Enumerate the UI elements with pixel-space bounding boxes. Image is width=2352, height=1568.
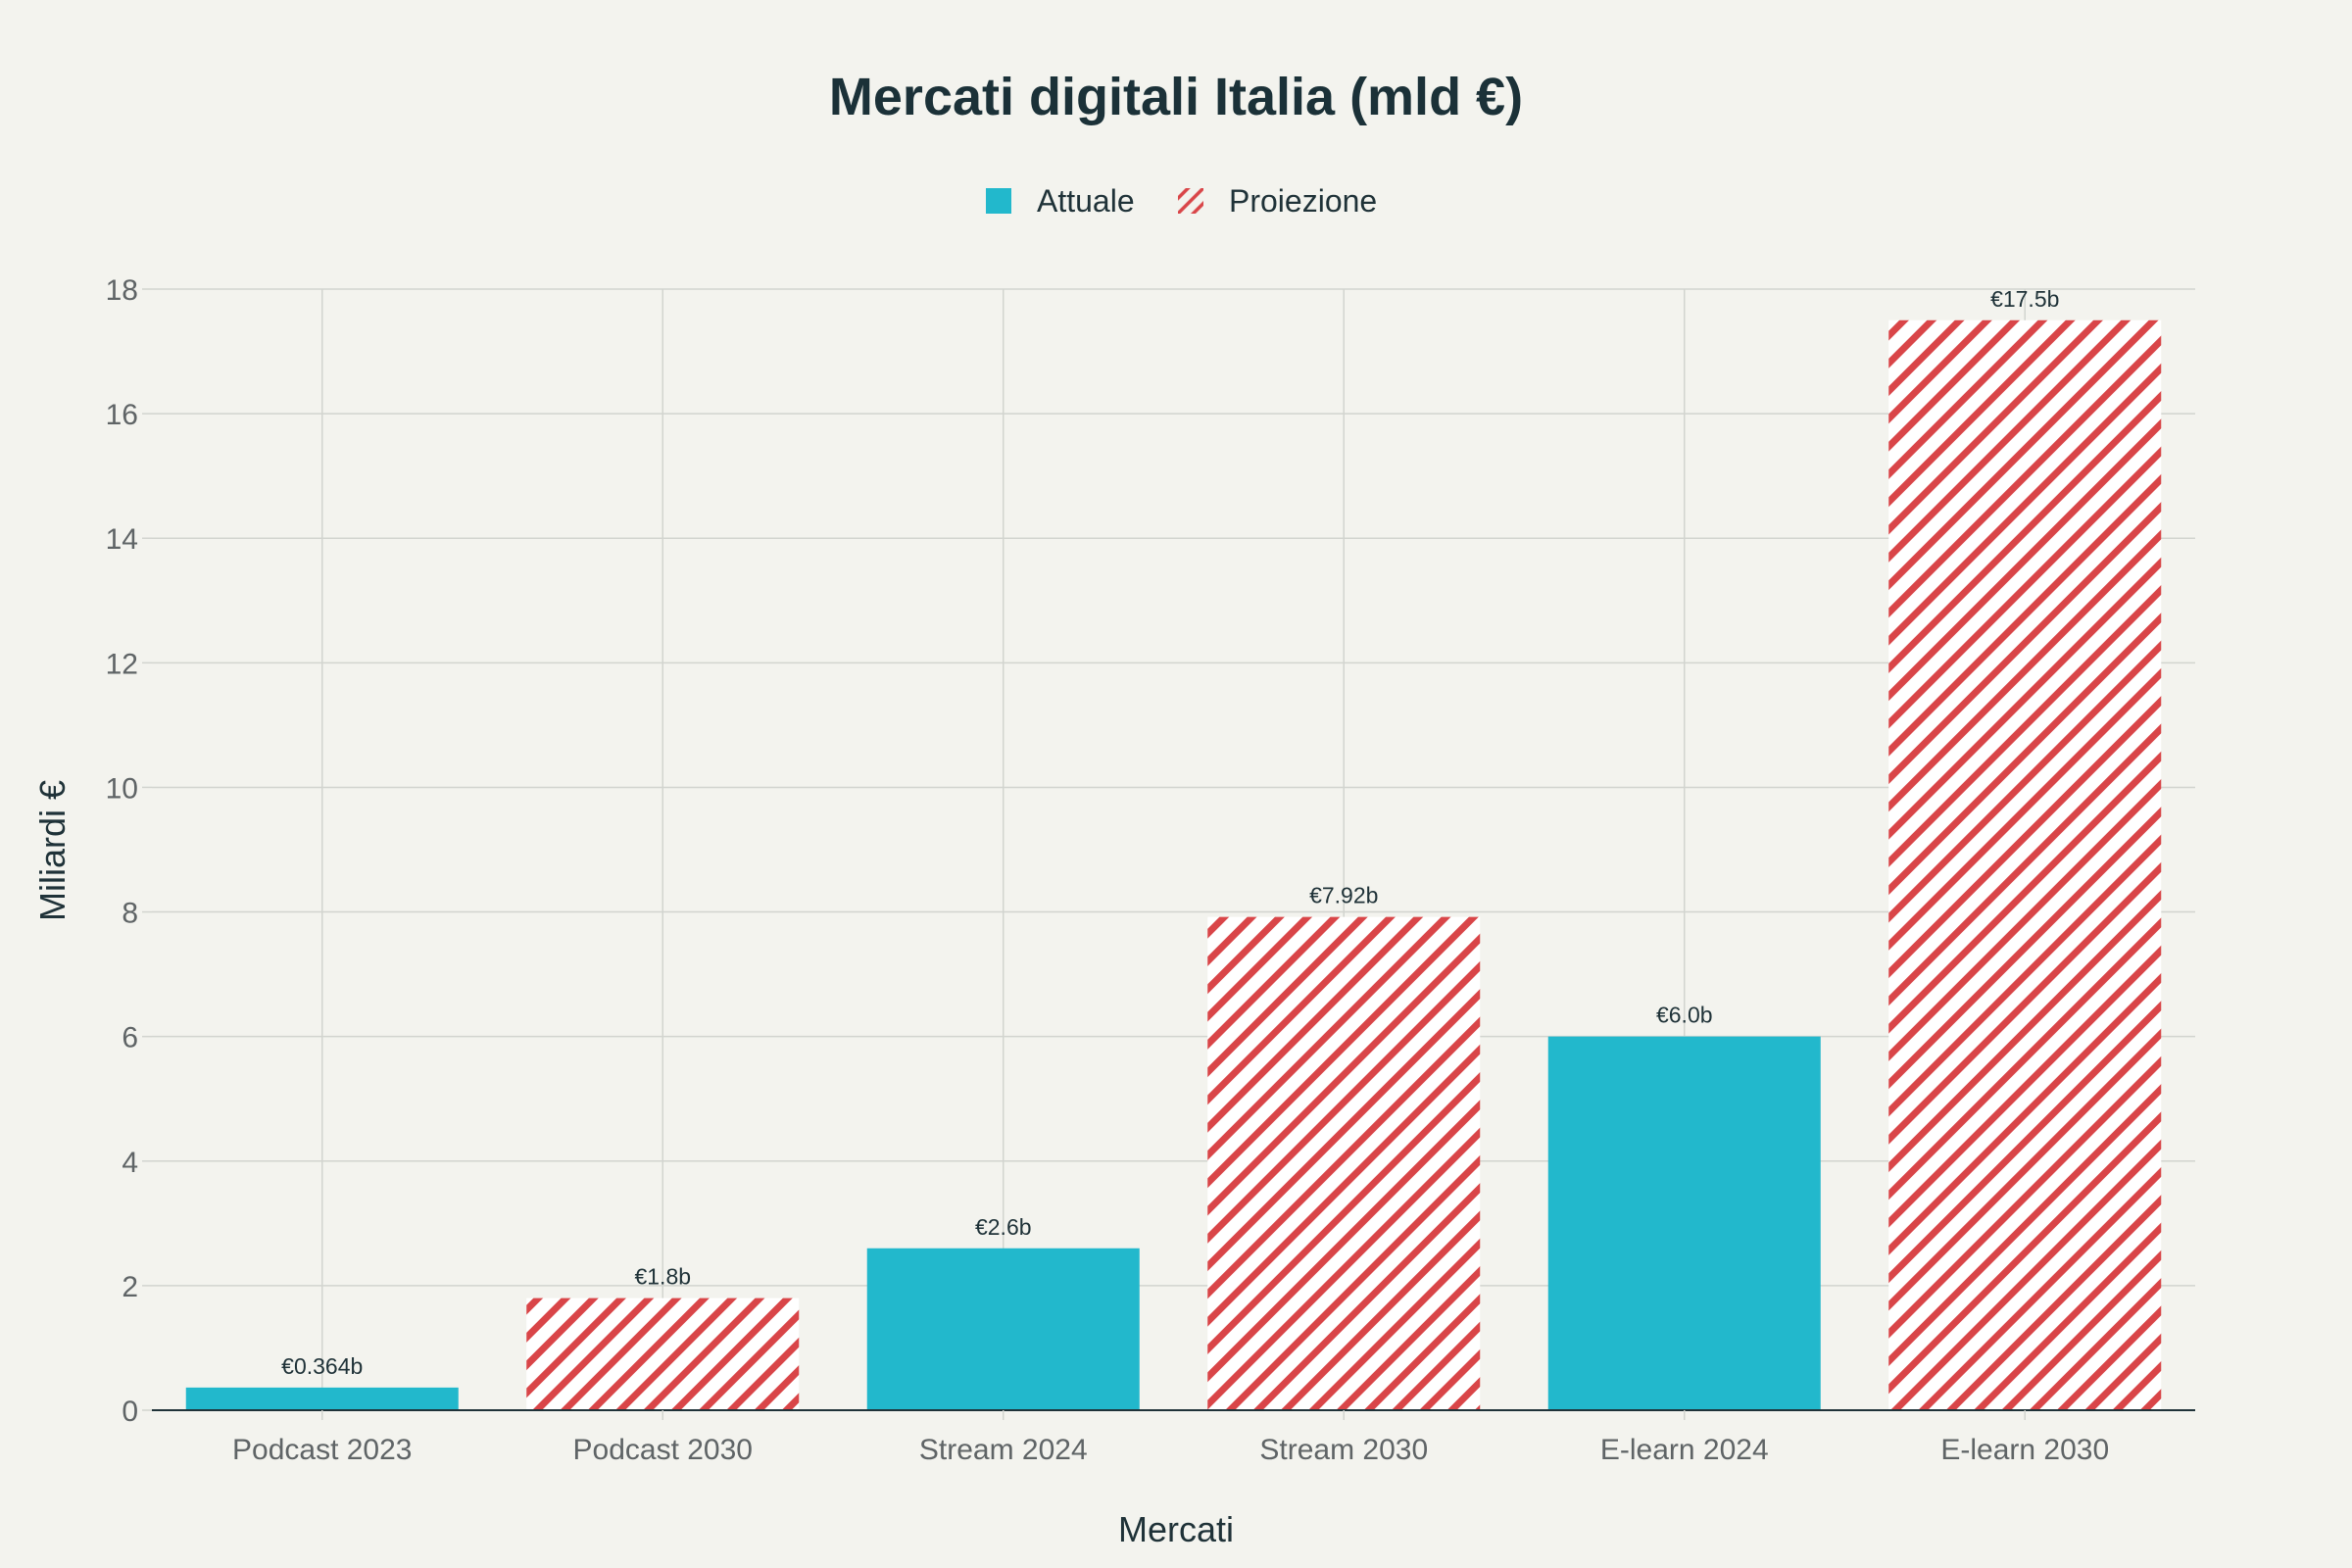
bar-value-label: €17.5b (1990, 286, 2059, 312)
legend-swatch (1178, 188, 1203, 214)
bar (1207, 916, 1481, 1410)
legend-label: Proiezione (1229, 183, 1377, 219)
x-tick-label: Stream 2030 (1259, 1434, 1428, 1466)
bars (185, 319, 2162, 1410)
bar (1547, 1036, 1821, 1410)
bar-labels: €0.364b €1.8b €2.6b €7.92b €6.0b €17.5b (281, 286, 2059, 1379)
bar-value-label: €0.364b (281, 1353, 363, 1379)
bar (185, 1387, 459, 1410)
x-tick-label: Stream 2024 (919, 1434, 1088, 1466)
axes: 0 2 4 6 8 10 12 14 16 18 Podcast 2023 Podcast 2030 S… (106, 274, 2195, 1466)
legend-label: Attuale (1037, 183, 1135, 219)
x-tick-label: Podcast 2030 (573, 1434, 753, 1466)
y-tick-label: 8 (122, 898, 138, 930)
y-tick-label: 10 (106, 772, 138, 805)
y-tick-label: 2 (122, 1271, 138, 1303)
x-tick-label: E-learn 2030 (1940, 1434, 2109, 1466)
y-tick-label: 14 (106, 523, 138, 556)
bar (1888, 319, 2162, 1410)
bar (526, 1298, 800, 1410)
y-tick-label: 12 (106, 648, 138, 680)
bar (866, 1248, 1140, 1410)
chart-title: Mercati digitali Italia (mld €) (829, 68, 1523, 126)
bar-value-label: €1.8b (634, 1264, 691, 1290)
y-tick-label: 16 (106, 399, 138, 431)
bar-value-label: €7.92b (1309, 883, 1378, 908)
legend: Attuale Proiezione (986, 183, 1377, 219)
bar-value-label: €6.0b (1656, 1003, 1713, 1028)
x-axis-title: Mercati (1118, 1509, 1234, 1549)
x-tick-label: E-learn 2024 (1600, 1434, 1769, 1466)
bar-value-label: €2.6b (975, 1214, 1032, 1240)
x-tick-label: Podcast 2023 (232, 1434, 412, 1466)
y-tick-label: 4 (122, 1147, 138, 1179)
y-tick-label: 0 (122, 1396, 138, 1428)
y-axis-title: Miliardi € (32, 780, 73, 921)
legend-swatch (986, 188, 1011, 214)
y-tick-label: 6 (122, 1022, 138, 1054)
y-tick-label: 18 (106, 274, 138, 307)
